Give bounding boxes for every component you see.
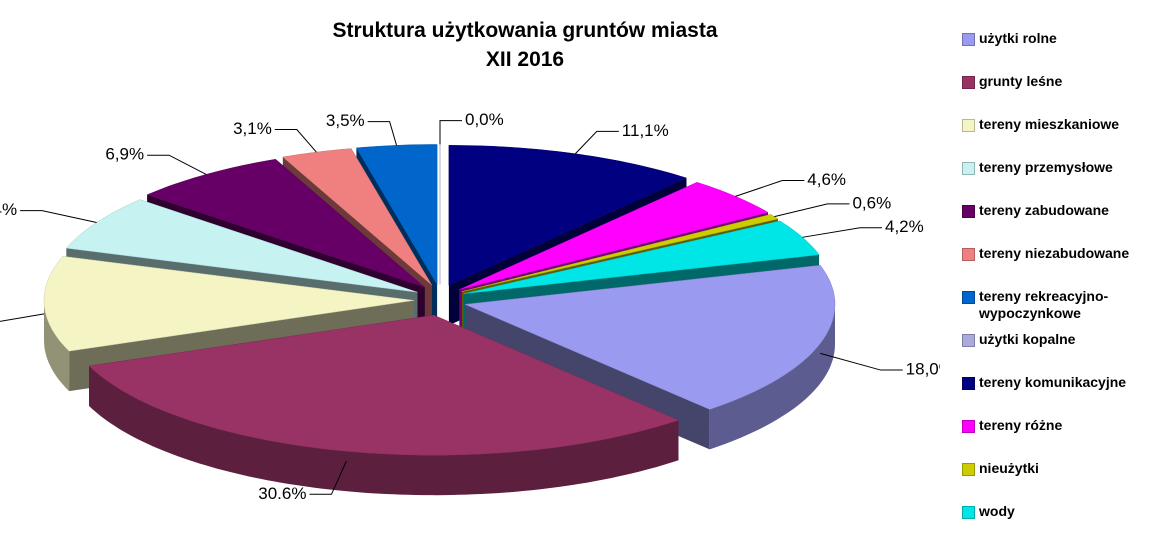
legend-label: tereny komunikacyjne	[979, 374, 1127, 390]
legend-item: nieużytki	[962, 460, 1162, 503]
data-label: 3,5%	[326, 111, 365, 130]
data-label: 3,1%	[233, 119, 272, 138]
leader-line	[735, 180, 805, 197]
data-label: 11,1%	[622, 121, 669, 140]
data-label: 6,9%	[105, 145, 144, 164]
leader-line	[774, 203, 850, 218]
slice-edge	[44, 300, 70, 392]
legend-label: tereny przemysłowe	[979, 159, 1113, 175]
data-label: 30.6%	[258, 484, 306, 503]
legend-label: tereny rekreacyjno-wypoczynkowe	[979, 288, 1109, 321]
legend-item: użytki rolne	[962, 30, 1162, 73]
data-label: 4,6%	[807, 170, 846, 189]
legend-swatch	[962, 463, 975, 476]
leader-line	[309, 460, 347, 495]
slice-top	[459, 182, 769, 290]
leader-line	[274, 129, 317, 153]
leader-line	[147, 154, 207, 175]
legend-item: grunty leśne	[962, 73, 1162, 116]
legend-item: tereny niezabudowane	[962, 245, 1162, 288]
legend-item: wody	[962, 503, 1162, 546]
legend: użytki rolne grunty leśne tereny mieszkani…	[962, 30, 1162, 546]
legend-label: tereny mieszkaniowe	[979, 116, 1120, 132]
legend-label: użytki rolne	[979, 30, 1057, 46]
legend-swatch	[962, 506, 975, 519]
leader-line	[367, 121, 398, 146]
leader-line	[574, 130, 619, 155]
slice-top	[88, 314, 680, 456]
data-label: 6,4%	[0, 200, 17, 219]
data-label: 0,6%	[852, 193, 891, 212]
slice	[88, 314, 680, 496]
legend-label: wody	[979, 503, 1015, 519]
chart-subtitle: XII 2016	[486, 48, 564, 71]
legend-item: tereny zabudowane	[962, 202, 1162, 245]
legend-swatch	[962, 76, 975, 89]
slice-edge	[89, 365, 679, 496]
legend-item: użytki kopalne	[962, 331, 1162, 374]
slice-top	[43, 256, 415, 352]
legend-swatch	[962, 291, 975, 304]
legend-swatch	[962, 162, 975, 175]
legend-swatch	[962, 334, 975, 347]
slice-top	[464, 265, 836, 410]
legend-item: tereny komunikacyjne	[962, 374, 1162, 417]
legend-swatch	[962, 33, 975, 46]
legend-label: użytki kopalne	[979, 331, 1076, 347]
legend-label: nieużytki	[979, 460, 1039, 476]
slice-edge	[709, 304, 835, 450]
pie-chart: Struktura użytkowania gruntów miasta XII…	[0, 19, 940, 503]
legend-swatch	[962, 119, 975, 132]
chart-title: Struktura użytkowania gruntów miasta	[332, 19, 717, 42]
legend-label: grunty leśne	[979, 73, 1063, 89]
data-label: 0,0%	[465, 110, 504, 129]
legend-item: tereny przemysłowe	[962, 159, 1162, 202]
leader-line	[20, 210, 97, 223]
legend-item: tereny rekreacyjno-wypoczynkowe	[962, 288, 1162, 331]
data-label: 4,2%	[885, 217, 924, 236]
legend-label: tereny zabudowane	[979, 202, 1109, 218]
legend-label: tereny niezabudowane	[979, 245, 1130, 261]
slice-top	[65, 199, 418, 293]
leader-line	[820, 352, 903, 371]
legend-label: tereny różne	[979, 417, 1063, 433]
slice-top	[463, 220, 820, 294]
leader-line	[0, 313, 45, 322]
legend-swatch	[962, 248, 975, 261]
leader-line	[802, 227, 883, 238]
legend-swatch	[962, 205, 975, 218]
legend-item: tereny różne	[962, 417, 1162, 460]
legend-item: tereny mieszkaniowe	[962, 116, 1162, 159]
slice-top	[355, 144, 438, 286]
data-label: 18,0%	[906, 360, 940, 379]
legend-swatch	[962, 420, 975, 433]
leader-line	[439, 120, 462, 145]
legend-swatch	[962, 377, 975, 390]
